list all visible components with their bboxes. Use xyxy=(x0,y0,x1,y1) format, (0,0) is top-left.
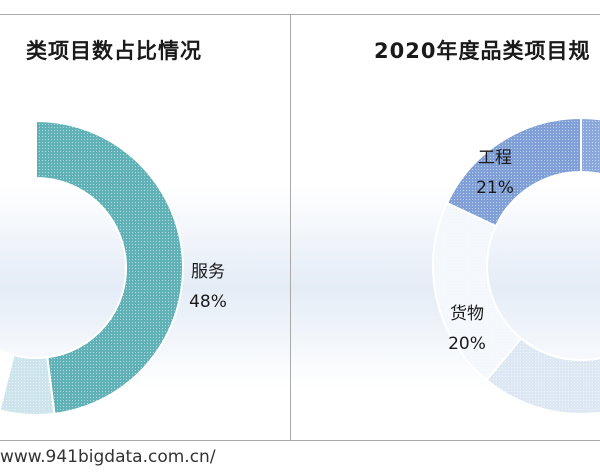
slice-texture xyxy=(447,118,581,226)
slice-label-value: 48% xyxy=(189,292,227,312)
slice-texture xyxy=(486,338,600,414)
slice-texture xyxy=(0,121,36,409)
left-chart-panel: 类项目数占比情况 服务 48% xyxy=(0,14,291,441)
right-donut-chart: 货物 20% 工程 21% xyxy=(432,116,600,415)
slice-label-value: 21% xyxy=(476,178,514,198)
left-chart-title: 类项目数占比情况 xyxy=(26,39,202,63)
slice-label-name: 服务 xyxy=(191,262,225,282)
right-chart-panel: 2020年度品类项目规 货物 20% 工程 21% xyxy=(290,14,600,441)
source-url: www.941bigdata.com.cn/ xyxy=(0,447,216,467)
slice-texture xyxy=(581,118,600,175)
right-chart-title: 2020年度品类项目规 xyxy=(374,39,591,63)
slice-texture xyxy=(36,121,183,414)
slice-label-name: 货物 xyxy=(450,304,484,324)
slice-texture xyxy=(433,202,522,381)
left-donut-chart: 服务 48% xyxy=(0,119,227,416)
slice-label-value: 20% xyxy=(448,334,486,354)
slice-label-name: 工程 xyxy=(478,148,512,168)
slice-texture xyxy=(0,355,55,416)
